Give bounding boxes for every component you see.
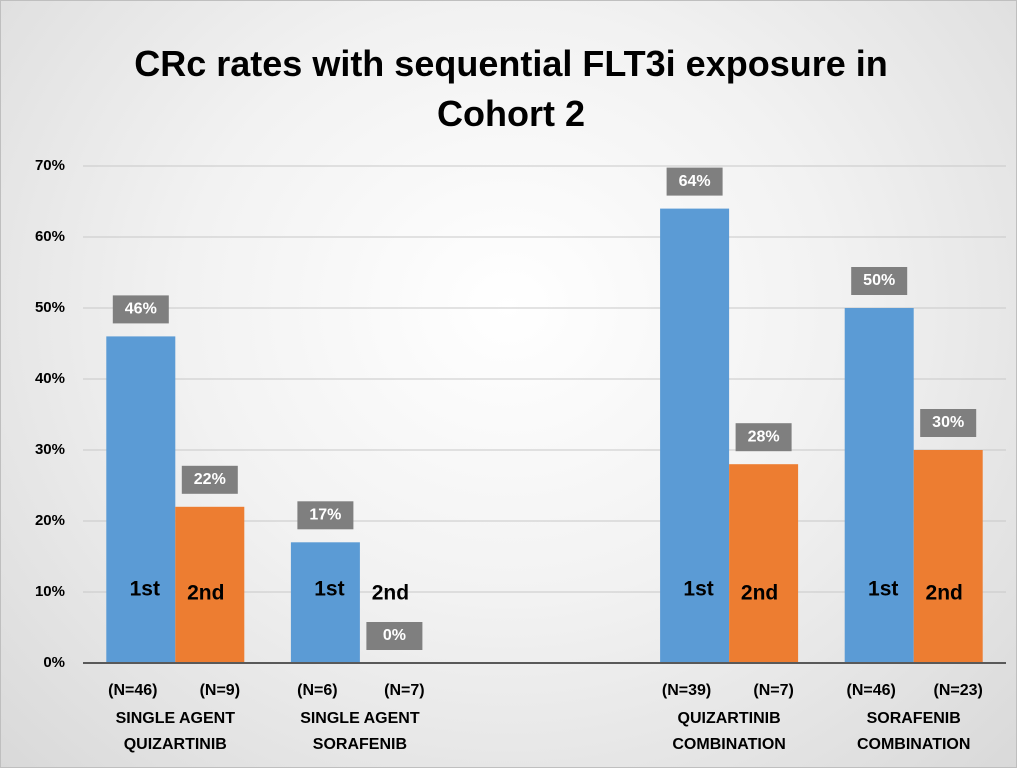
n-label: (N=6): [297, 682, 337, 699]
label-box: [666, 167, 723, 196]
series-label: 2nd: [741, 582, 778, 605]
value-label: 28%: [748, 428, 780, 445]
n-label: (N=7): [384, 682, 424, 699]
y-tick-label: 30%: [35, 441, 65, 458]
series-label: 1st: [868, 578, 898, 601]
n-label: (N=39): [662, 682, 711, 699]
x-category-label: SINGLE AGENT: [116, 710, 236, 727]
series-label: 2nd: [926, 582, 963, 605]
value-label: 46%: [125, 301, 157, 318]
value-label: 0%: [383, 627, 406, 644]
label-box: [181, 465, 238, 494]
label-box: [112, 295, 169, 324]
bar: [913, 450, 983, 663]
x-category-label: SINGLE AGENT: [300, 710, 420, 727]
x-category-label: QUIZARTINIB: [678, 710, 781, 727]
x-category-label: SORAFENIB: [867, 710, 961, 727]
y-tick-label: 0%: [43, 654, 65, 671]
bar: [844, 308, 914, 663]
bar: [175, 506, 245, 663]
y-tick-label: 50%: [35, 299, 65, 316]
bar: [729, 464, 799, 663]
label-box: [920, 409, 977, 437]
value-label: 30%: [932, 414, 964, 431]
label-box: [735, 423, 792, 452]
y-tick-label: 10%: [35, 583, 65, 600]
series-label: 2nd: [372, 582, 409, 605]
y-tick-label: 40%: [35, 370, 65, 387]
series-label: 1st: [130, 578, 160, 601]
label-box: [366, 622, 423, 650]
series-label: 2nd: [187, 582, 224, 605]
bar: [106, 336, 176, 663]
value-label: 50%: [863, 272, 895, 289]
label-box: [297, 501, 354, 530]
n-label: (N=9): [200, 682, 240, 699]
n-label: (N=7): [753, 682, 793, 699]
n-label: (N=23): [934, 682, 983, 699]
value-label: 22%: [194, 471, 226, 488]
n-label: (N=46): [108, 682, 157, 699]
x-category-label: SORAFENIB: [313, 736, 407, 753]
bar: [660, 208, 730, 663]
x-category-label: COMBINATION: [857, 736, 970, 753]
x-category-label: QUIZARTINIB: [124, 736, 227, 753]
n-label: (N=46): [847, 682, 896, 699]
value-label: 64%: [679, 173, 711, 190]
chart-title: CRc rates with sequential FLT3i exposure…: [134, 43, 888, 134]
label-box: [851, 267, 908, 295]
y-tick-label: 20%: [35, 512, 65, 529]
series-label: 1st: [683, 578, 713, 601]
y-tick-label: 60%: [35, 228, 65, 245]
y-tick-label: 70%: [35, 157, 65, 174]
series-label: 1st: [314, 578, 344, 601]
value-label: 17%: [309, 507, 341, 524]
bar: [290, 542, 360, 663]
x-category-label: COMBINATION: [672, 736, 785, 753]
